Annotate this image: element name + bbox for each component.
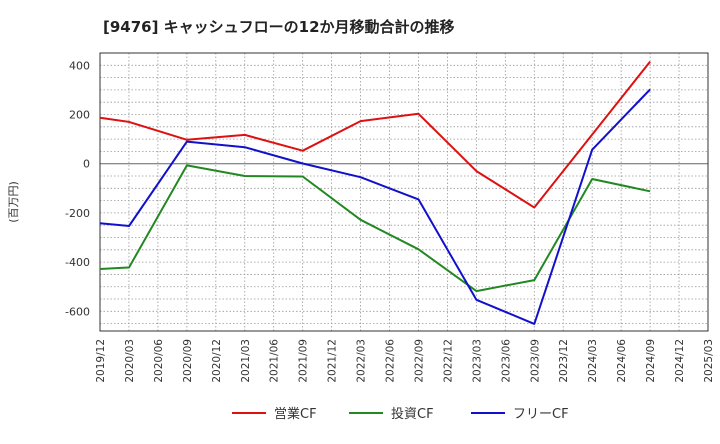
x-tick-label: 2022/03: [356, 339, 368, 383]
x-tick-label: 2020/06: [153, 339, 165, 383]
x-tick-label: 2022/09: [413, 339, 425, 383]
x-tick-label: 2022/06: [385, 339, 397, 383]
x-tick-label: 2022/12: [442, 339, 454, 383]
chart-title: [9476] キャッシュフローの12か月移動合計の推移: [103, 18, 455, 36]
plot-background: [100, 53, 708, 331]
x-tick-label: 2023/03: [471, 339, 483, 383]
legend-label: フリーCF: [513, 407, 569, 422]
x-tick-label: 2023/09: [529, 339, 541, 383]
y-tick-label: -200: [65, 207, 90, 220]
x-tick-label: 2023/06: [500, 339, 512, 383]
series-line: [99, 88, 651, 325]
y-axis-label: (百万円): [7, 181, 20, 223]
series-line: [99, 60, 651, 209]
x-tick-label: 2020/03: [124, 339, 136, 383]
x-tick-label: 2024/06: [616, 339, 628, 383]
legend-label: 営業CF: [274, 406, 317, 422]
x-tick-label: 2025/03: [703, 339, 715, 383]
y-tick-label: 200: [69, 109, 90, 122]
x-tick-label: 2021/06: [269, 339, 281, 383]
plot-area: 400 200 0 -200 -400 -600 2019/12 2020/03 2020/06…: [65, 52, 715, 383]
x-tick-label: 2021/03: [240, 339, 252, 383]
series-line: [99, 164, 651, 293]
x-tick-label: 2024/09: [645, 339, 657, 383]
legend: 営業CF 投資CF フリーCF: [232, 406, 569, 422]
legend-label: 投資CF: [391, 406, 434, 422]
plot-frame: [99, 52, 709, 332]
y-tick-label: -400: [65, 256, 90, 269]
x-tick-label: 2019/12: [95, 339, 107, 383]
x-tick-label: 2021/09: [298, 339, 310, 383]
x-tick-label: 2020/09: [182, 339, 194, 383]
x-tick-label: 2024/03: [587, 339, 599, 383]
x-tick-label: 2023/12: [558, 339, 570, 383]
y-tick-label: 400: [69, 59, 90, 72]
x-tick-label: 2021/12: [327, 339, 339, 383]
x-tick-label: 2024/12: [674, 339, 686, 383]
y-tick-label: 0: [83, 158, 90, 171]
y-tick-label: -600: [65, 305, 90, 318]
x-tick-label: 2020/12: [211, 339, 223, 383]
